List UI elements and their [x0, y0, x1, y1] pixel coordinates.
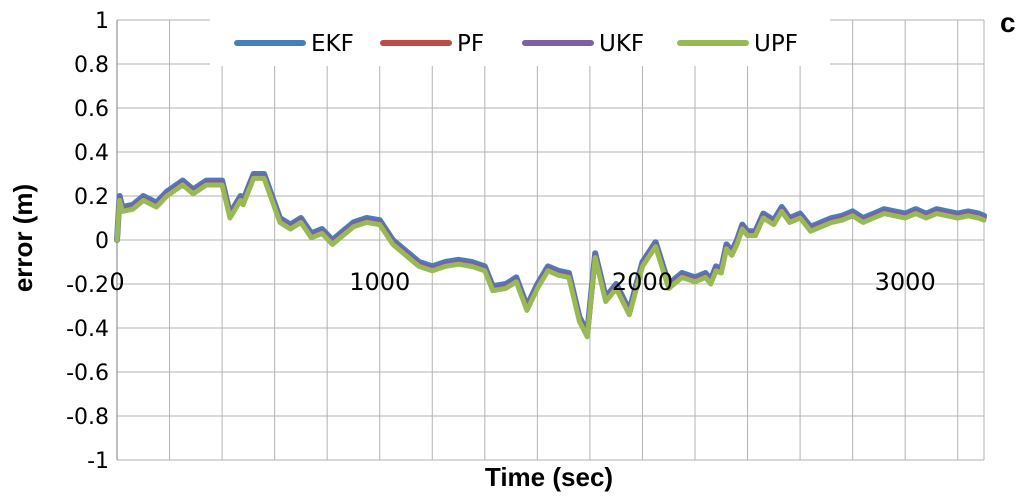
y-tick-label: 1 [95, 9, 109, 34]
x-axis-title: Time (sec) [485, 462, 613, 492]
legend-label: PF [457, 31, 484, 57]
legend: EKF PF UKF UPF [210, 14, 830, 66]
legend-item-ukf: UKF [522, 31, 644, 57]
y-tick-label: -1 [87, 449, 109, 474]
y-tick-label: -0.8 [66, 405, 109, 430]
series-line-upf [114, 175, 987, 340]
y-tick-label: 0.4 [74, 141, 109, 166]
legend-item-ekf: EKF [234, 31, 354, 57]
legend-label: UKF [599, 31, 644, 57]
y-axis-title: error (m) [8, 184, 38, 292]
y-tick-label: 0.6 [74, 97, 109, 122]
y-tick-label: -0.2 [66, 273, 109, 298]
legend-label: EKF [311, 31, 354, 57]
x-tick-label: 1000 [349, 268, 410, 296]
y-tick-label: 0.2 [74, 185, 109, 210]
y-tick-labels: 1 0.8 0.6 0.4 0.2 0 -0.2 -0.4 -0.6 -0.8 -1 [66, 9, 109, 474]
y-tick-label: -0.4 [66, 317, 109, 342]
y-tick-label: -0.6 [66, 361, 109, 386]
panel-label: c [1000, 7, 1016, 38]
x-tick-label: 2000 [612, 268, 673, 296]
x-tick-label: 0 [109, 268, 124, 296]
series-lines [114, 171, 987, 340]
y-tick-label: 0 [95, 229, 109, 254]
y-tick-label: 0.8 [74, 53, 109, 78]
gridlines [116, 19, 985, 461]
x-tick-labels: 0 1000 2000 3000 [109, 268, 935, 296]
legend-item-pf: PF [380, 31, 484, 57]
x-tick-label: 3000 [875, 268, 936, 296]
legend-item-upf: UPF [677, 31, 798, 57]
legend-label: UPF [754, 31, 798, 57]
